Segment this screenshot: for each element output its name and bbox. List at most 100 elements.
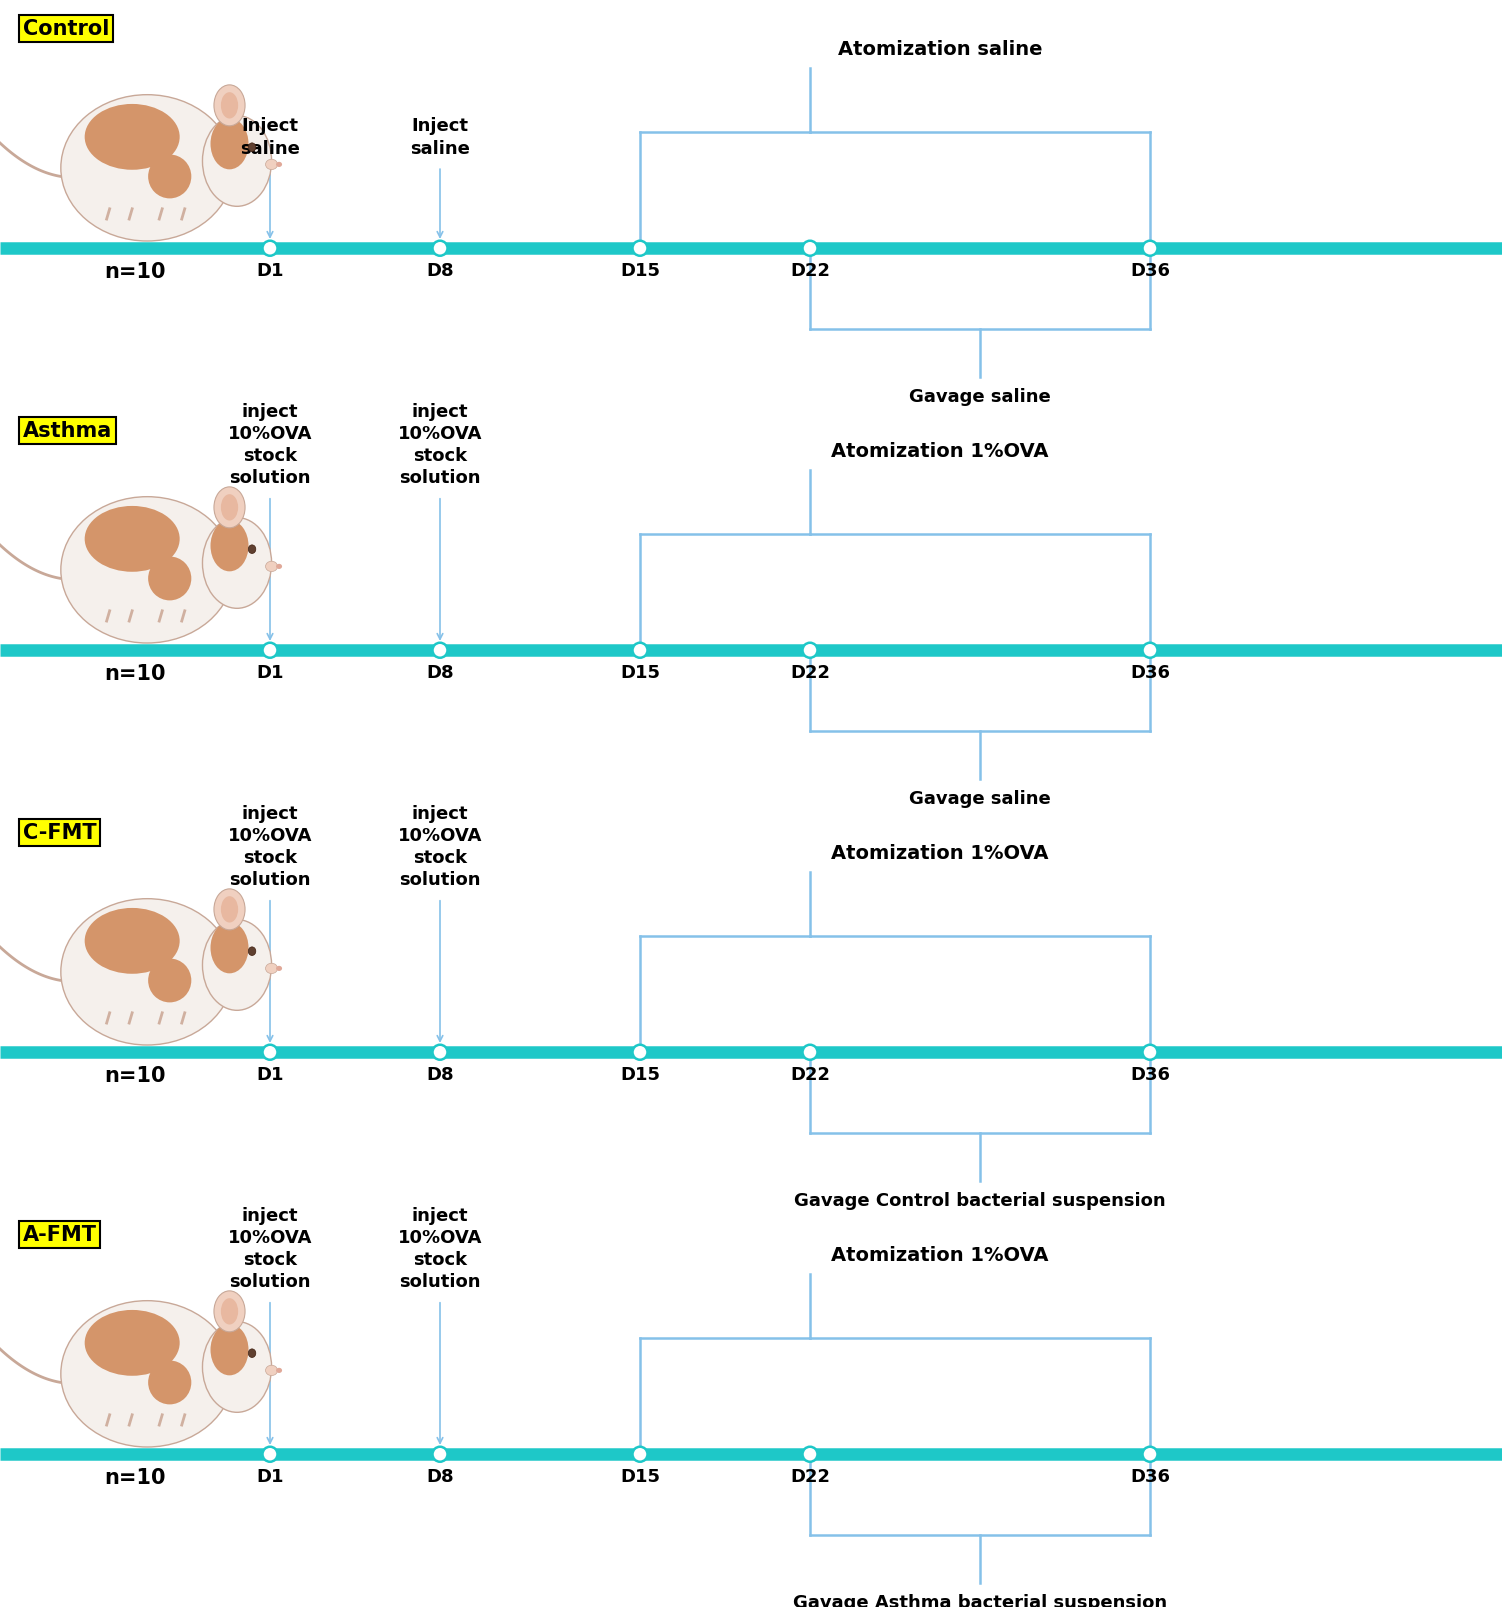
Text: Asthma: Asthma: [23, 421, 111, 440]
Ellipse shape: [221, 1298, 239, 1324]
Ellipse shape: [213, 85, 245, 127]
Ellipse shape: [802, 643, 817, 659]
Text: D22: D22: [790, 1467, 831, 1485]
Ellipse shape: [149, 156, 191, 199]
Text: n=10: n=10: [104, 262, 165, 281]
Ellipse shape: [221, 897, 239, 922]
Ellipse shape: [210, 1324, 248, 1376]
Ellipse shape: [1143, 1446, 1158, 1462]
Text: D36: D36: [1130, 664, 1170, 681]
Ellipse shape: [632, 1045, 647, 1061]
Ellipse shape: [149, 959, 191, 1003]
Text: inject
10%OVA
stock
solution: inject 10%OVA stock solution: [228, 1205, 312, 1290]
Text: D22: D22: [790, 1065, 831, 1083]
Ellipse shape: [1143, 643, 1158, 659]
Ellipse shape: [84, 104, 180, 170]
Ellipse shape: [149, 1361, 191, 1405]
Text: D22: D22: [790, 664, 831, 681]
Ellipse shape: [266, 562, 278, 572]
Ellipse shape: [263, 241, 278, 257]
Text: D8: D8: [427, 664, 454, 681]
Ellipse shape: [276, 162, 282, 167]
Ellipse shape: [266, 1366, 278, 1376]
Text: inject
10%OVA
stock
solution: inject 10%OVA stock solution: [398, 402, 482, 487]
Text: Inject
saline: Inject saline: [410, 117, 470, 157]
Ellipse shape: [210, 119, 248, 170]
Text: D22: D22: [790, 262, 831, 280]
Ellipse shape: [433, 643, 448, 659]
Text: D8: D8: [427, 262, 454, 280]
Text: Gavage Control bacterial suspension: Gavage Control bacterial suspension: [795, 1191, 1166, 1208]
Ellipse shape: [433, 1446, 448, 1462]
Text: inject
10%OVA
stock
solution: inject 10%OVA stock solution: [398, 1205, 482, 1290]
Ellipse shape: [802, 1045, 817, 1061]
Ellipse shape: [149, 558, 191, 601]
Ellipse shape: [802, 1446, 817, 1462]
Ellipse shape: [433, 241, 448, 257]
Ellipse shape: [210, 922, 248, 974]
Ellipse shape: [213, 889, 245, 930]
Ellipse shape: [60, 96, 234, 241]
Ellipse shape: [84, 1310, 180, 1376]
Ellipse shape: [248, 545, 255, 554]
Ellipse shape: [210, 521, 248, 572]
Text: A-FMT: A-FMT: [23, 1225, 96, 1244]
Ellipse shape: [221, 93, 239, 119]
Ellipse shape: [1143, 241, 1158, 257]
Text: D1: D1: [257, 262, 284, 280]
Text: Gavage Asthma bacterial suspension: Gavage Asthma bacterial suspension: [793, 1593, 1167, 1607]
Text: n=10: n=10: [104, 1467, 165, 1486]
Text: D36: D36: [1130, 1065, 1170, 1083]
Text: D8: D8: [427, 1065, 454, 1083]
Ellipse shape: [221, 495, 239, 521]
Text: D1: D1: [257, 664, 284, 681]
Text: Atomization 1%OVA: Atomization 1%OVA: [831, 1245, 1048, 1265]
Ellipse shape: [203, 921, 272, 1011]
Ellipse shape: [203, 117, 272, 207]
Text: Atomization 1%OVA: Atomization 1%OVA: [831, 442, 1048, 461]
Ellipse shape: [266, 161, 278, 170]
Ellipse shape: [213, 1290, 245, 1332]
Ellipse shape: [802, 241, 817, 257]
Ellipse shape: [203, 519, 272, 609]
Text: inject
10%OVA
stock
solution: inject 10%OVA stock solution: [398, 804, 482, 889]
Ellipse shape: [632, 643, 647, 659]
Text: Atomization 1%OVA: Atomization 1%OVA: [831, 844, 1048, 863]
Ellipse shape: [276, 564, 282, 569]
Ellipse shape: [60, 1302, 234, 1446]
Text: Inject
saline: Inject saline: [240, 117, 300, 157]
Ellipse shape: [263, 1446, 278, 1462]
Ellipse shape: [1143, 1045, 1158, 1061]
Text: inject
10%OVA
stock
solution: inject 10%OVA stock solution: [228, 804, 312, 889]
Text: D15: D15: [620, 664, 659, 681]
Text: Control: Control: [23, 19, 110, 39]
Ellipse shape: [632, 1446, 647, 1462]
Ellipse shape: [60, 900, 234, 1045]
Ellipse shape: [263, 643, 278, 659]
Text: D8: D8: [427, 1467, 454, 1485]
Ellipse shape: [84, 506, 180, 572]
Text: Gavage saline: Gavage saline: [909, 387, 1051, 405]
Ellipse shape: [632, 241, 647, 257]
Text: D36: D36: [1130, 1467, 1170, 1485]
Ellipse shape: [263, 1045, 278, 1061]
Ellipse shape: [433, 1045, 448, 1061]
Text: n=10: n=10: [104, 664, 165, 683]
Text: D1: D1: [257, 1467, 284, 1485]
Text: D15: D15: [620, 262, 659, 280]
Text: D36: D36: [1130, 262, 1170, 280]
Text: n=10: n=10: [104, 1065, 165, 1085]
Ellipse shape: [276, 966, 282, 971]
Text: D1: D1: [257, 1065, 284, 1083]
Ellipse shape: [266, 964, 278, 974]
Text: Atomization saline: Atomization saline: [838, 40, 1042, 59]
Text: C-FMT: C-FMT: [23, 823, 96, 842]
Ellipse shape: [248, 143, 255, 153]
Text: inject
10%OVA
stock
solution: inject 10%OVA stock solution: [228, 402, 312, 487]
Text: Gavage saline: Gavage saline: [909, 789, 1051, 807]
Ellipse shape: [248, 1348, 255, 1358]
Ellipse shape: [84, 908, 180, 974]
Ellipse shape: [276, 1368, 282, 1372]
Ellipse shape: [213, 487, 245, 529]
Text: D15: D15: [620, 1065, 659, 1083]
